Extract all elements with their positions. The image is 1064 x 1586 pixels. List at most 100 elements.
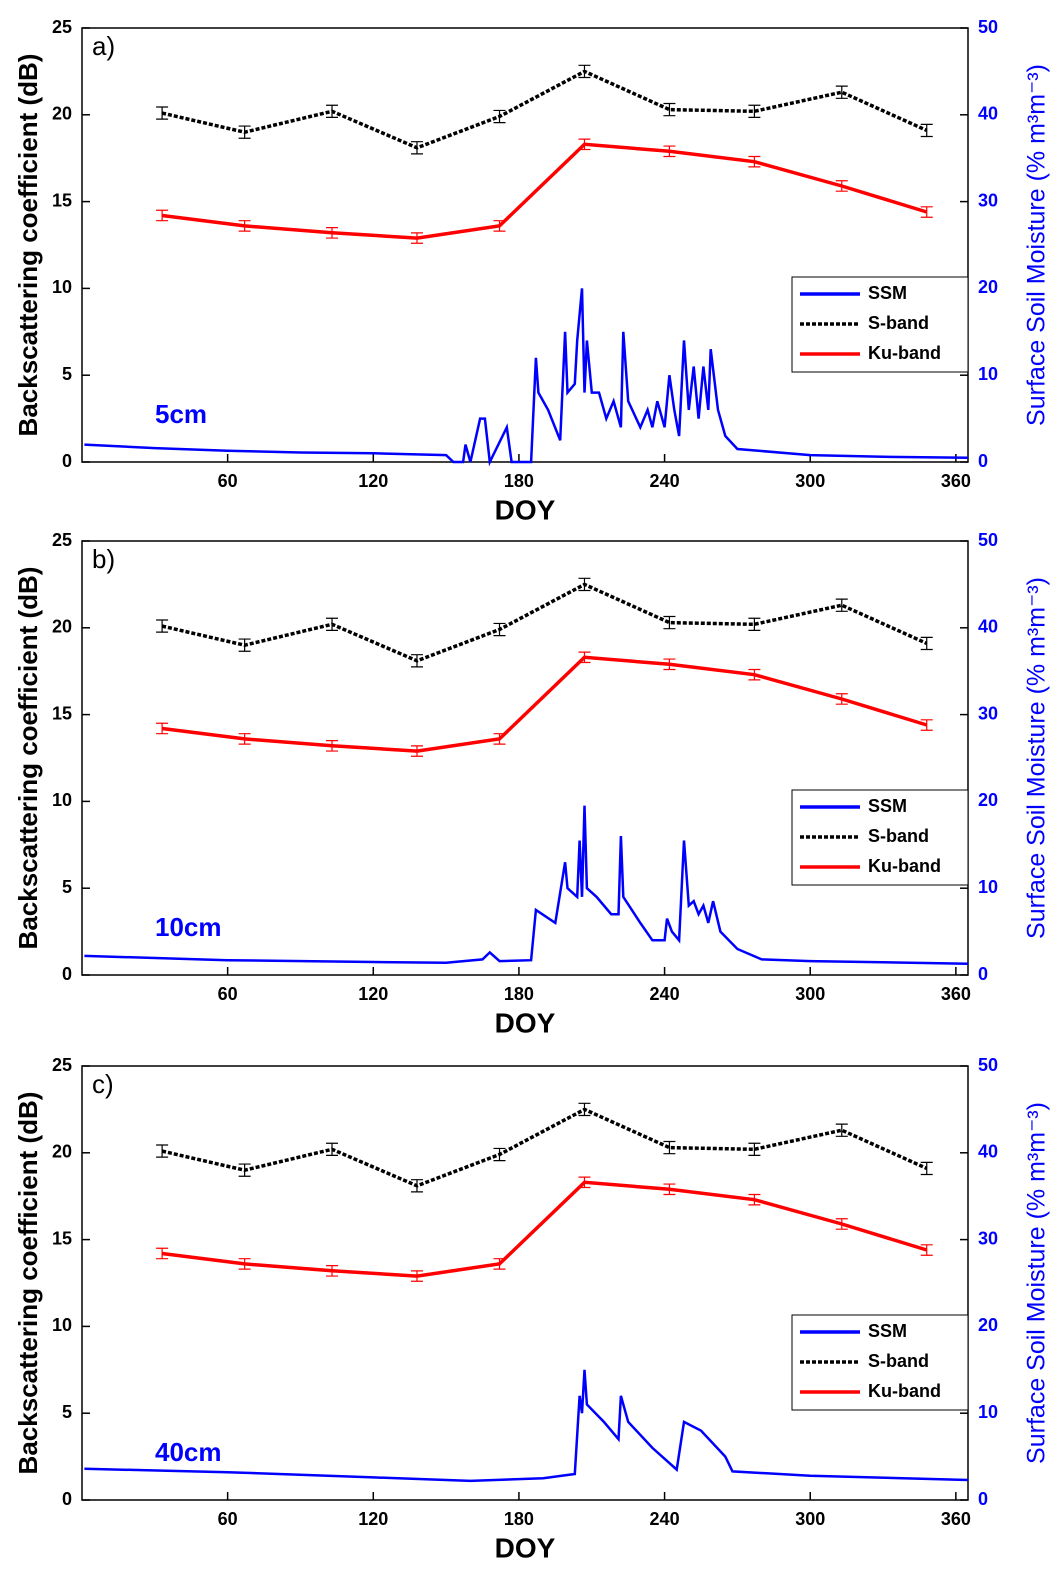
x-tick-label: 180 bbox=[504, 984, 534, 1004]
error-bar bbox=[326, 1265, 339, 1277]
depth-annotation: 10cm bbox=[155, 912, 222, 942]
error-bar bbox=[835, 85, 848, 99]
series-line bbox=[84, 1369, 969, 1483]
y-tick-label: 15 bbox=[52, 190, 72, 210]
error-bar bbox=[326, 227, 339, 239]
x-axis-label: DOY bbox=[495, 1007, 556, 1038]
y-tick-label: 0 bbox=[62, 451, 72, 471]
x-tick-label: 60 bbox=[218, 471, 238, 491]
y-tick-label: 15 bbox=[52, 703, 72, 723]
error-bar bbox=[663, 615, 676, 630]
error-bar bbox=[748, 668, 761, 681]
x-tick-label: 240 bbox=[650, 1509, 680, 1529]
panel: 0 5 10 15 20 25 0 10 20 30 40 50 60 120 180 240 300 360 DO… bbox=[13, 17, 1051, 526]
error-bar bbox=[748, 104, 761, 119]
y-tick-label: 15 bbox=[52, 1228, 72, 1248]
y-tick-label: 10 bbox=[52, 277, 72, 297]
y-tick-label: 20 bbox=[52, 617, 72, 637]
error-bar bbox=[410, 654, 423, 668]
y2-tick-label: 40 bbox=[978, 104, 998, 124]
y2-tick-label: 30 bbox=[978, 703, 998, 723]
y2-tick-label: 0 bbox=[978, 964, 988, 984]
error-bar bbox=[410, 141, 423, 155]
y-tick-label: 5 bbox=[62, 364, 72, 384]
error-bar bbox=[326, 104, 339, 119]
error-bar bbox=[156, 106, 169, 120]
x-tick-label: 120 bbox=[358, 1509, 388, 1529]
series-line bbox=[84, 288, 969, 467]
y2-tick-label: 20 bbox=[978, 790, 998, 810]
x-tick-label: 120 bbox=[358, 984, 388, 1004]
error-bar bbox=[238, 220, 251, 232]
error-bar bbox=[835, 180, 848, 192]
error-bar bbox=[920, 1244, 933, 1256]
panel: 0 5 10 15 20 25 0 10 20 30 40 50 60 120 180 240 300 360 DO… bbox=[13, 530, 1051, 1039]
error-bar bbox=[493, 220, 506, 232]
plot-frame bbox=[81, 27, 969, 463]
y-tick-label: 0 bbox=[62, 1489, 72, 1509]
y-tick-label: 25 bbox=[52, 1055, 72, 1075]
error-bar bbox=[238, 733, 251, 745]
error-bar bbox=[920, 1161, 933, 1176]
y-tick-label: 5 bbox=[62, 877, 72, 897]
x-axis-label: DOY bbox=[495, 494, 556, 525]
error-bar bbox=[748, 155, 761, 168]
x-tick-label: 120 bbox=[358, 471, 388, 491]
error-bar bbox=[663, 1140, 676, 1155]
x-tick-label: 360 bbox=[941, 984, 971, 1004]
series-line bbox=[84, 805, 969, 965]
y2-tick-label: 20 bbox=[978, 277, 998, 297]
x-tick-label: 300 bbox=[795, 1509, 825, 1529]
y-axis-label: Backscattering coefficient (dB) bbox=[13, 1092, 43, 1475]
error-bar bbox=[410, 1179, 423, 1193]
error-bar bbox=[578, 651, 591, 664]
legend-label: S-band bbox=[868, 313, 929, 333]
error-bar bbox=[578, 138, 591, 151]
x-tick-label: 300 bbox=[795, 984, 825, 1004]
error-bar bbox=[410, 232, 423, 244]
plot-frame bbox=[81, 1065, 969, 1501]
error-bar bbox=[578, 1102, 591, 1117]
error-bar bbox=[238, 1163, 251, 1177]
y-tick-label: 25 bbox=[52, 530, 72, 550]
y2-tick-label: 10 bbox=[978, 877, 998, 897]
error-bar bbox=[493, 1258, 506, 1270]
legend-label: Ku-band bbox=[868, 343, 941, 363]
y-tick-label: 20 bbox=[52, 1142, 72, 1162]
panel-label: b) bbox=[92, 544, 115, 574]
x-tick-label: 240 bbox=[650, 984, 680, 1004]
error-bar bbox=[493, 622, 506, 637]
x-tick-label: 60 bbox=[218, 1509, 238, 1529]
error-bar bbox=[835, 1218, 848, 1230]
error-bar bbox=[238, 125, 251, 139]
series-line bbox=[161, 655, 928, 753]
error-bar bbox=[578, 577, 591, 592]
error-bar bbox=[835, 598, 848, 612]
y-tick-label: 25 bbox=[52, 17, 72, 37]
error-bar bbox=[156, 619, 169, 633]
panel-label: a) bbox=[92, 31, 115, 61]
error-bar bbox=[920, 636, 933, 651]
y-tick-label: 20 bbox=[52, 104, 72, 124]
y2-tick-label: 50 bbox=[978, 1055, 998, 1075]
error-bar bbox=[326, 740, 339, 752]
y-tick-label: 5 bbox=[62, 1402, 72, 1422]
legend-label: Ku-band bbox=[868, 856, 941, 876]
panel: 0 5 10 15 20 25 0 10 20 30 40 50 60 120 180 240 300 360 DO… bbox=[13, 1055, 1051, 1564]
error-bar bbox=[920, 719, 933, 731]
y2-axis-label: Surface Soil Moisture (% m³m⁻³) bbox=[1023, 1102, 1051, 1464]
error-bar bbox=[493, 109, 506, 124]
error-bar bbox=[663, 658, 676, 671]
error-bar bbox=[835, 693, 848, 705]
y2-tick-label: 40 bbox=[978, 1142, 998, 1162]
error-bar bbox=[326, 1142, 339, 1156]
x-tick-label: 360 bbox=[941, 471, 971, 491]
y-tick-label: 0 bbox=[62, 964, 72, 984]
error-bar bbox=[238, 1258, 251, 1270]
y2-tick-label: 0 bbox=[978, 451, 988, 471]
error-bar bbox=[748, 617, 761, 632]
y-axis-label: Backscattering coefficient (dB) bbox=[13, 54, 43, 437]
legend-label: S-band bbox=[868, 826, 929, 846]
x-axis-label: DOY bbox=[495, 1532, 556, 1563]
